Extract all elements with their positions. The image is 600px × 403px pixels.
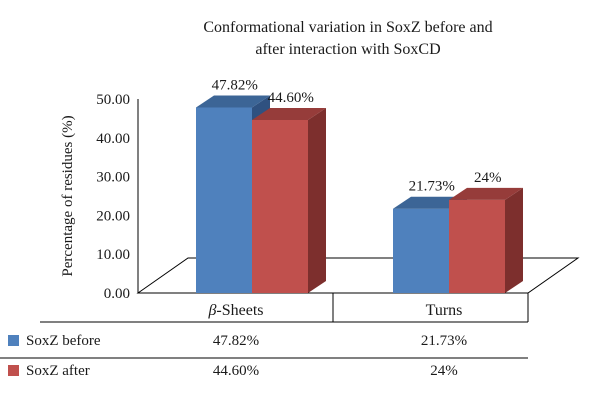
legend-label: SoxZ after <box>26 363 90 379</box>
bars <box>196 95 523 294</box>
bar-side-face <box>505 187 523 293</box>
bar-top-face <box>252 107 326 120</box>
legend-label: SoxZ before <box>26 333 101 349</box>
y-tick-label: 10.00 <box>96 247 130 263</box>
bar-front-face <box>196 107 252 293</box>
bar <box>449 187 523 293</box>
category-label: β-Sheets <box>207 302 263 319</box>
table-row: SoxZ before 47.82% 21.73% <box>8 333 467 349</box>
y-tick-label: 20.00 <box>96 208 130 224</box>
data-label: 47.82% <box>212 77 258 93</box>
chart-title-line-2: after interaction with SoxCD <box>255 41 440 58</box>
legend-swatch <box>8 365 19 376</box>
y-tick-labels: 0.00 10.00 20.00 30.00 40.00 50.00 <box>96 92 130 302</box>
y-tick-label: 0.00 <box>104 286 130 302</box>
data-label: 21.73% <box>409 179 455 195</box>
chart-title-line-1: Conformational variation in SoxZ before … <box>203 19 492 36</box>
table-cell: 24% <box>430 363 458 379</box>
bar-front-face <box>252 119 308 294</box>
bar-front-face <box>449 199 505 293</box>
bar-front-face <box>393 208 449 293</box>
bar-side-face <box>308 107 326 294</box>
bar-top-face <box>196 95 270 108</box>
bar <box>252 107 326 294</box>
table-cell: 47.82% <box>213 333 259 349</box>
data-labels: 47.82% 44.60% 21.73% 24% <box>212 77 502 194</box>
data-table: SoxZ before 47.82% 21.73% SoxZ after 44.60% 2… <box>8 333 467 379</box>
legend-swatch <box>8 335 19 346</box>
bar-top-face <box>393 196 467 209</box>
y-axis-label: Percentage of residues (%) <box>60 115 76 276</box>
table-cell: 44.60% <box>213 363 259 379</box>
category-label: Turns <box>426 302 463 319</box>
bar-top-face <box>449 187 523 200</box>
table-row: SoxZ after 44.60% 24% <box>8 363 458 379</box>
table-cell: 21.73% <box>421 333 467 349</box>
y-tick-label: 40.00 <box>96 131 130 147</box>
y-tick-label: 30.00 <box>96 170 130 186</box>
y-tick-label: 50.00 <box>96 92 130 108</box>
data-label: 24% <box>474 170 502 186</box>
data-label: 44.60% <box>268 90 314 106</box>
category-labels: β-Sheets Turns <box>207 302 462 319</box>
